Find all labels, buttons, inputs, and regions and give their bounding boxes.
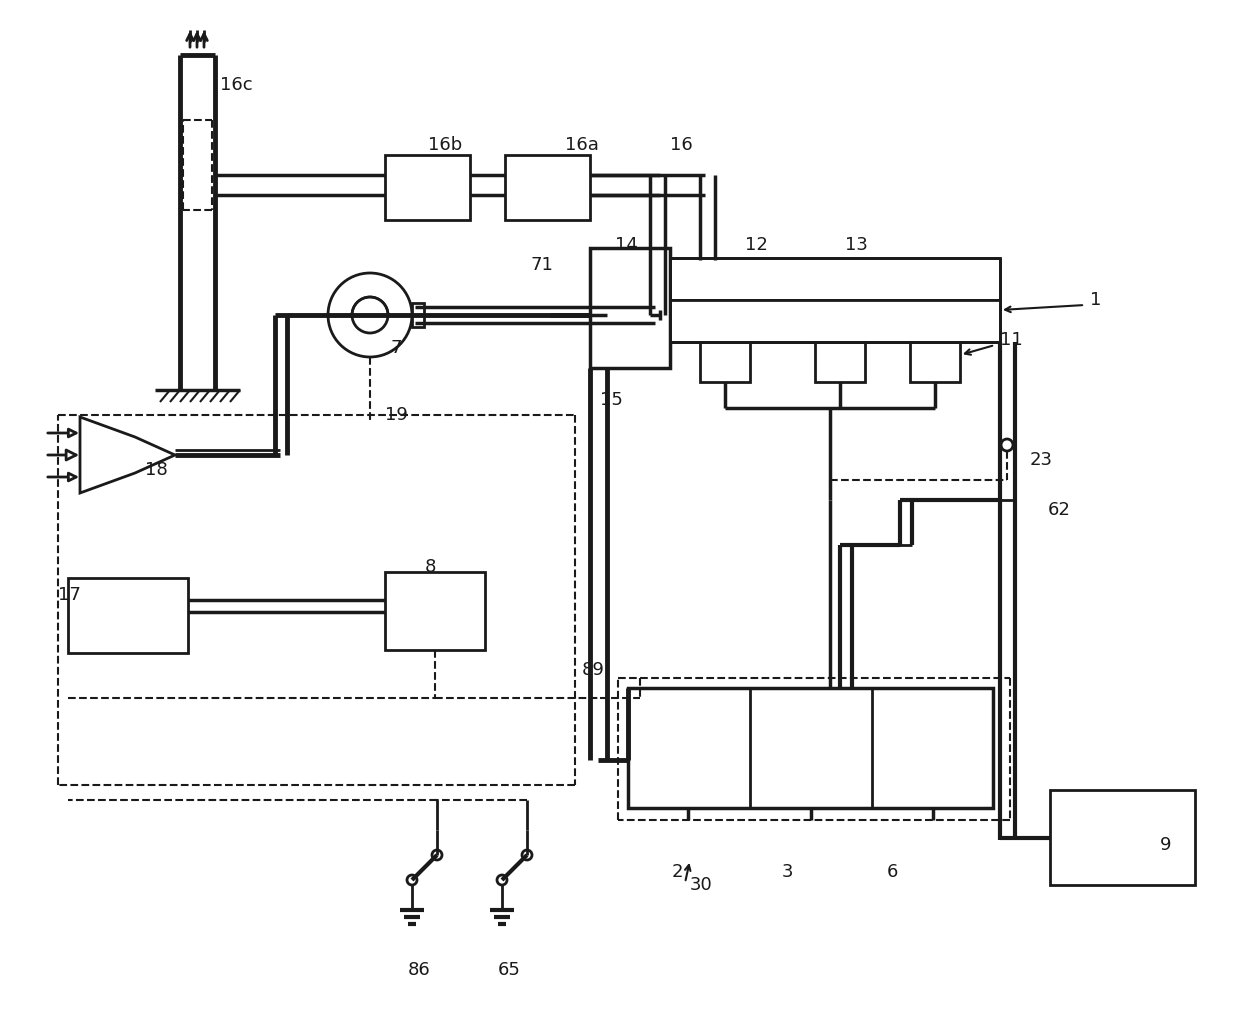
Text: 19: 19: [384, 406, 408, 424]
Text: 3: 3: [782, 863, 794, 881]
Circle shape: [407, 874, 417, 885]
Circle shape: [522, 850, 532, 860]
Text: 16b: 16b: [428, 136, 463, 154]
Text: 11: 11: [999, 331, 1023, 349]
Text: 7: 7: [391, 339, 402, 357]
Text: 12: 12: [745, 236, 768, 254]
Polygon shape: [81, 417, 175, 493]
Text: 86: 86: [408, 961, 430, 979]
Circle shape: [352, 297, 388, 333]
Circle shape: [1001, 439, 1013, 451]
Bar: [412, 303, 424, 327]
Circle shape: [497, 874, 507, 885]
Bar: [1050, 790, 1195, 885]
Text: 16: 16: [670, 136, 693, 154]
Text: 65: 65: [498, 961, 521, 979]
Text: 71: 71: [529, 256, 553, 274]
Bar: [815, 342, 866, 382]
Text: 62: 62: [1048, 501, 1071, 519]
Bar: [505, 155, 590, 220]
Text: 17: 17: [58, 586, 81, 604]
Text: 6: 6: [887, 863, 898, 881]
Text: 1: 1: [1090, 291, 1101, 309]
Bar: [590, 248, 670, 368]
Text: 9: 9: [1159, 836, 1172, 854]
Circle shape: [432, 850, 441, 860]
Text: 15: 15: [600, 391, 622, 409]
Text: 23: 23: [1030, 451, 1053, 469]
Text: 2: 2: [672, 863, 683, 881]
Bar: [68, 578, 188, 653]
Bar: [384, 155, 470, 220]
Text: 30: 30: [689, 876, 713, 894]
Bar: [627, 688, 993, 808]
Text: 16c: 16c: [219, 76, 253, 94]
Bar: [670, 258, 999, 300]
Text: 18: 18: [145, 461, 167, 479]
Bar: [670, 300, 999, 342]
Text: 89: 89: [582, 662, 605, 679]
Bar: [910, 342, 960, 382]
Text: 16a: 16a: [565, 136, 599, 154]
Bar: [384, 572, 485, 650]
Circle shape: [329, 273, 412, 357]
Bar: [701, 342, 750, 382]
Text: 14: 14: [615, 236, 637, 254]
Text: 8: 8: [425, 558, 436, 575]
Text: 13: 13: [844, 236, 868, 254]
